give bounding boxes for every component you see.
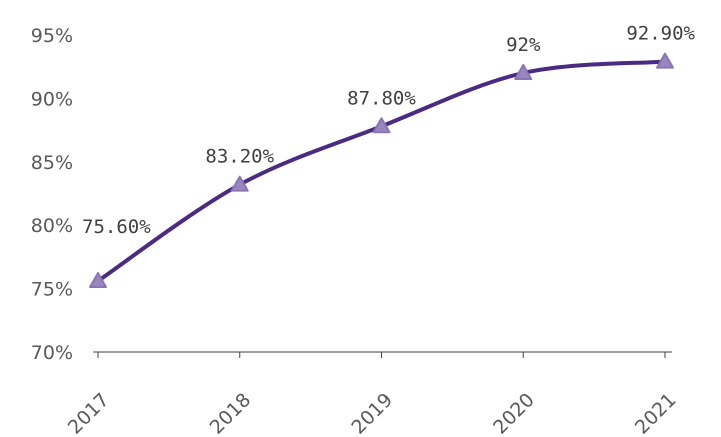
data-label: 92.90% — [626, 23, 695, 45]
data-label: 75.60% — [82, 216, 151, 238]
x-tick-label: 2021 — [631, 389, 681, 437]
y-tick-label: 95% — [31, 25, 73, 47]
y-tick-label: 70% — [31, 342, 73, 364]
y-tick-label: 80% — [31, 215, 73, 237]
x-tick-label: 2018 — [206, 389, 256, 437]
y-tick-label: 75% — [31, 279, 73, 301]
data-label: 92% — [506, 34, 541, 56]
data-label: 83.20% — [205, 146, 274, 168]
x-tick-label: 2020 — [489, 389, 539, 437]
data-label: 87.80% — [347, 87, 416, 109]
data-point-marker — [656, 52, 674, 69]
y-tick-label: 85% — [31, 152, 73, 174]
data-point-marker — [230, 175, 249, 192]
x-tick-label: 2019 — [347, 389, 397, 437]
y-axis: 70% 75% 80% 85% 90% 95% — [31, 25, 73, 364]
x-tick-label: 2017 — [64, 389, 114, 437]
y-tick-label: 90% — [31, 88, 73, 110]
data-point-marker — [89, 271, 107, 288]
data-point-marker — [514, 64, 533, 81]
data-labels: 75.60% 83.20% 87.80% 92% 92.90% — [82, 23, 696, 238]
series-group — [89, 52, 674, 288]
data-point-marker — [372, 117, 391, 134]
x-axis: 2017 2018 2019 2020 2021 — [64, 351, 681, 437]
